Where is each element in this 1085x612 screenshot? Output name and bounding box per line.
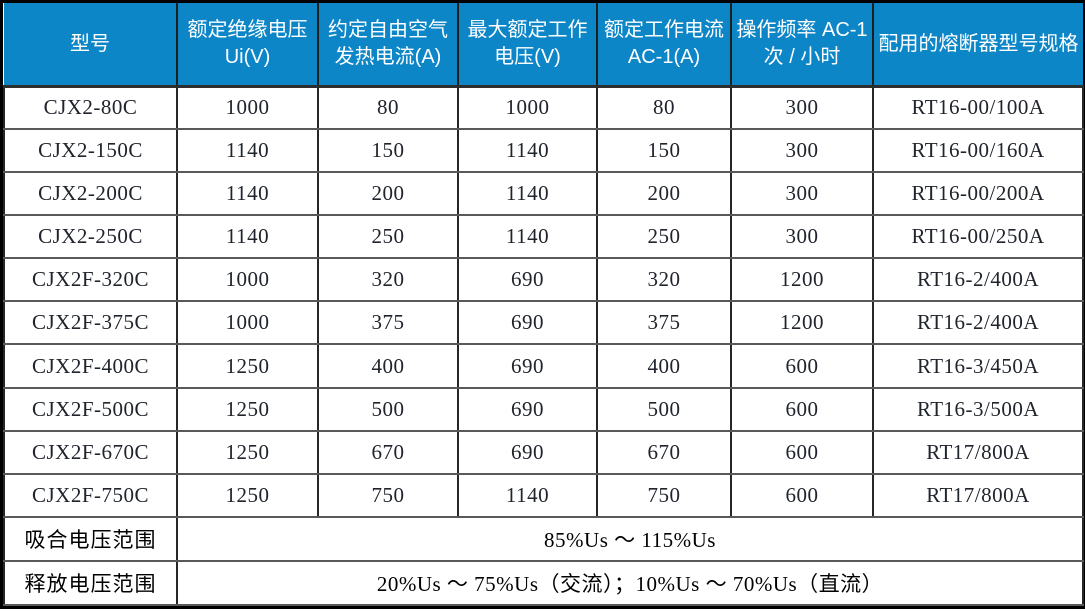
table-row: CJX2F-400C 1250 400 690 400 600 RT16-3/450A [3,343,1084,389]
value-cell: 1000 [457,84,598,131]
model-cell: CJX2F-750C [3,472,178,518]
value-cell: 500 [317,386,459,432]
value-cell: 1140 [457,171,598,217]
value-cell: RT17/800A [872,472,1084,518]
value-cell: 500 [596,386,732,432]
footer-label-cell: 吸合电压范围 [3,515,178,562]
footer-value-cell: 85%Us ～ 115%Us [176,515,1084,562]
value-cell: 1250 [176,472,319,518]
table-row: CJX2-200C 1140 200 1140 200 300 RT16-00/200A [3,171,1084,217]
table-row: CJX2-150C 1140 150 1140 150 300 RT16-00/160A [3,128,1084,174]
value-cell: 250 [317,214,459,260]
table-row: CJX2F-375C 1000 375 690 375 1200 RT16-2/400A [3,300,1084,346]
value-cell: 690 [457,343,598,389]
value-cell: 1140 [176,171,319,217]
model-cell: CJX2F-500C [3,386,178,432]
value-cell: RT16-00/200A [872,171,1084,217]
value-cell: 300 [730,214,874,260]
contactor-spec-table: 型号 额定绝缘电压 Ui(V) 约定自由空气发热电流(A) 最大额定工作电压(V) 额定… [3,3,1084,607]
table-row: CJX2F-500C 1250 500 690 500 600 RT16-3/500A [3,386,1084,432]
value-cell: 1000 [176,84,319,131]
value-cell: 80 [596,84,732,131]
value-cell: 1250 [176,386,319,432]
value-cell: 1140 [176,214,319,260]
value-cell: 320 [317,257,459,303]
table-row: CJX2F-750C 1250 750 1140 750 600 RT17/800A [3,472,1084,518]
value-cell: 200 [596,171,732,217]
value-cell: 690 [457,429,598,475]
value-cell: 600 [730,472,874,518]
table-row: CJX2-250C 1140 250 1140 250 300 RT16-00/250A [3,214,1084,260]
value-cell: 600 [730,429,874,475]
value-cell: 300 [730,84,874,131]
value-cell: 200 [317,171,459,217]
footer-row: 释放电压范围 20%Us ～ 75%Us（交流）；10%Us ～ 70%Us（直流… [3,559,1084,607]
value-cell: 690 [457,386,598,432]
value-cell: 375 [596,300,732,346]
model-cell: CJX2-250C [3,214,178,260]
value-cell: 1000 [176,257,319,303]
value-cell: 670 [596,429,732,475]
value-cell: 1250 [176,343,319,389]
value-cell: 600 [730,343,874,389]
value-cell: RT16-00/100A [872,84,1084,131]
header-cell: 配用的熔断器型号规格 [872,3,1083,88]
value-cell: 150 [317,128,459,174]
value-cell: 1140 [457,214,598,260]
table-row: CJX2F-670C 1250 670 690 670 600 RT17/800A [3,429,1084,475]
value-cell: 320 [596,257,732,303]
footer-label-cell: 释放电压范围 [3,559,178,607]
header-cell: 额定工作电流 AC-1(A) [596,3,731,88]
table-row: CJX2F-320C 1000 320 690 320 1200 RT16-2/400A [3,257,1084,303]
header-cell: 额定绝缘电压 Ui(V) [176,3,318,88]
value-cell: RT16-2/400A [872,257,1084,303]
value-cell: 1000 [176,300,319,346]
table-footer: 吸合电压范围 85%Us ～ 115%Us 释放电压范围 20%Us ～ 75%Us（… [3,515,1084,607]
value-cell: 150 [596,128,732,174]
model-cell: CJX2F-670C [3,429,178,475]
footer-value-cell: 20%Us ～ 75%Us（交流）；10%Us ～ 70%Us（直流） [176,559,1084,607]
model-cell: CJX2F-375C [3,300,178,346]
table-header: 型号 额定绝缘电压 Ui(V) 约定自由空气发热电流(A) 最大额定工作电压(V) 额定… [4,3,1083,88]
header-cell: 型号 [4,3,177,88]
value-cell: 375 [317,300,459,346]
table-row: CJX2-80C 1000 80 1000 80 300 RT16-00/100A [3,84,1084,131]
value-cell: 300 [730,171,874,217]
value-cell: 400 [596,343,732,389]
value-cell: 250 [596,214,732,260]
value-cell: 300 [730,128,874,174]
footer-row: 吸合电压范围 85%Us ～ 115%Us [3,515,1084,562]
value-cell: RT16-00/160A [872,128,1084,174]
value-cell: 690 [457,300,598,346]
value-cell: 1140 [176,128,319,174]
model-cell: CJX2F-400C [3,343,178,389]
value-cell: 1140 [457,472,598,518]
value-cell: 1200 [730,257,874,303]
value-cell: 1140 [457,128,598,174]
header-cell: 最大额定工作电压(V) [457,3,597,88]
table-body: CJX2-80C 1000 80 1000 80 300 RT16-00/100A CJX2-… [3,84,1084,518]
value-cell: RT17/800A [872,429,1084,475]
value-cell: RT16-2/400A [872,300,1084,346]
value-cell: RT16-00/250A [872,214,1084,260]
header-cell: 操作频率 AC-1 次 / 小时 [730,3,873,88]
header-cell: 约定自由空气发热电流(A) [317,3,458,88]
model-cell: CJX2-150C [3,128,178,174]
model-cell: CJX2-80C [3,84,178,131]
value-cell: 400 [317,343,459,389]
model-cell: CJX2-200C [3,171,178,217]
value-cell: 1250 [176,429,319,475]
value-cell: 750 [317,472,459,518]
value-cell: 600 [730,386,874,432]
value-cell: 690 [457,257,598,303]
value-cell: RT16-3/450A [872,343,1084,389]
header-row: 型号 额定绝缘电压 Ui(V) 约定自由空气发热电流(A) 最大额定工作电压(V) 额定… [4,3,1083,88]
model-cell: CJX2F-320C [3,257,178,303]
value-cell: RT16-3/500A [872,386,1084,432]
value-cell: 750 [596,472,732,518]
value-cell: 1200 [730,300,874,346]
value-cell: 670 [317,429,459,475]
value-cell: 80 [317,84,459,131]
